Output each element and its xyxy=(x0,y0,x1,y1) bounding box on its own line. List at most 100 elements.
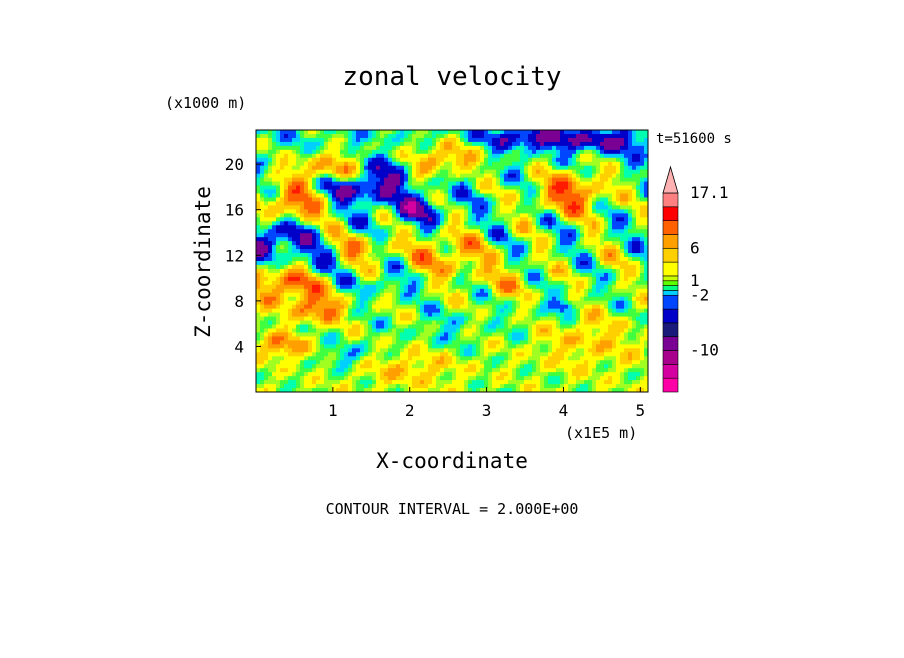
heatmap-cell xyxy=(324,233,329,238)
heatmap-cell xyxy=(268,268,273,274)
heatmap-cell xyxy=(480,304,485,309)
heatmap-cell xyxy=(480,169,485,175)
heatmap-cell xyxy=(516,304,521,309)
heatmap-cell xyxy=(456,316,461,321)
heatmap-cell xyxy=(300,384,305,389)
heatmap-cell xyxy=(456,276,461,282)
heatmap-cell xyxy=(320,249,325,254)
heatmap-cell xyxy=(316,233,321,238)
heatmap-cell xyxy=(284,137,289,143)
heatmap-cell xyxy=(272,177,277,182)
heatmap-cell xyxy=(256,328,261,333)
heatmap-cell xyxy=(520,201,525,206)
heatmap-cell xyxy=(428,197,433,202)
heatmap-cell xyxy=(552,145,557,151)
heatmap-cell xyxy=(296,356,301,361)
heatmap-cell xyxy=(488,376,493,381)
heatmap-cell xyxy=(556,209,561,214)
heatmap-cell xyxy=(272,221,277,226)
heatmap-cell xyxy=(532,149,537,155)
heatmap-cell xyxy=(400,280,405,286)
heatmap-cell xyxy=(288,217,293,222)
heatmap-cell xyxy=(352,197,357,202)
heatmap-cell xyxy=(316,268,321,274)
heatmap-cell xyxy=(340,141,345,147)
heatmap-cell xyxy=(448,213,453,218)
heatmap-cell xyxy=(376,316,381,321)
heatmap-cell xyxy=(488,304,493,309)
heatmap-cell xyxy=(508,217,513,222)
heatmap-cell xyxy=(416,324,421,329)
heatmap-cell xyxy=(416,261,421,266)
heatmap-cell xyxy=(304,169,309,175)
heatmap-cell xyxy=(408,272,413,278)
heatmap-cell xyxy=(536,332,541,337)
heatmap-cell xyxy=(324,344,329,349)
heatmap-cell xyxy=(512,368,517,373)
heatmap-cell xyxy=(364,320,369,325)
heatmap-cell xyxy=(368,264,373,270)
heatmap-cell xyxy=(400,264,405,270)
heatmap-cell xyxy=(500,225,505,230)
heatmap-cell xyxy=(512,261,517,266)
heatmap-cell xyxy=(548,233,553,238)
heatmap-cell xyxy=(296,300,301,306)
heatmap-cell xyxy=(308,336,313,341)
heatmap-cell xyxy=(380,141,385,147)
heatmap-cell xyxy=(364,185,369,190)
heatmap-cell xyxy=(412,225,417,230)
heatmap-cell xyxy=(280,185,285,190)
heatmap-cell xyxy=(372,336,377,341)
heatmap-cell xyxy=(336,272,341,278)
heatmap-cell xyxy=(284,257,289,262)
heatmap-cell xyxy=(372,360,377,365)
heatmap-cell xyxy=(264,189,269,194)
heatmap-cell xyxy=(476,312,481,317)
heatmap-cell xyxy=(480,288,485,294)
heatmap-cell xyxy=(332,189,337,194)
heatmap-cell xyxy=(300,360,305,365)
heatmap-cell xyxy=(312,308,317,313)
heatmap-cell xyxy=(360,272,365,278)
heatmap-cell xyxy=(304,264,309,270)
heatmap-cell xyxy=(408,276,413,282)
heatmap-cell xyxy=(428,328,433,333)
heatmap-cell xyxy=(448,257,453,262)
heatmap-cell xyxy=(296,292,301,298)
heatmap-cell xyxy=(384,300,389,306)
heatmap-cell xyxy=(420,133,425,139)
heatmap-cell xyxy=(472,352,477,357)
heatmap-cell xyxy=(400,241,405,246)
heatmap-cell xyxy=(300,336,305,341)
heatmap-cell xyxy=(368,153,373,159)
heatmap-cell xyxy=(384,276,389,282)
heatmap-cell xyxy=(292,165,297,171)
heatmap-cell xyxy=(372,169,377,175)
heatmap-cell xyxy=(332,264,337,270)
heatmap-cell xyxy=(528,257,533,262)
heatmap-cell xyxy=(316,257,321,262)
heatmap-cell xyxy=(448,372,453,377)
heatmap-cell xyxy=(376,130,381,135)
heatmap-cell xyxy=(392,284,397,290)
heatmap-cell xyxy=(504,185,509,190)
heatmap-cell xyxy=(296,245,301,250)
heatmap-cell xyxy=(380,221,385,226)
heatmap-cell xyxy=(524,284,529,290)
heatmap-cell xyxy=(364,340,369,345)
heatmap-cell xyxy=(308,217,313,222)
heatmap-cell xyxy=(532,384,537,389)
heatmap-cell xyxy=(452,324,457,329)
heatmap-cell xyxy=(372,340,377,345)
heatmap-cell xyxy=(392,268,397,274)
heatmap-cell xyxy=(512,384,517,389)
heatmap-cell xyxy=(360,368,365,373)
heatmap-cell xyxy=(320,245,325,250)
heatmap-cell xyxy=(360,249,365,254)
heatmap-cell xyxy=(552,348,557,353)
heatmap-cell xyxy=(504,221,509,226)
heatmap-cell xyxy=(336,249,341,254)
heatmap-cell xyxy=(416,384,421,389)
heatmap-cell xyxy=(392,225,397,230)
heatmap-cell xyxy=(492,332,497,337)
